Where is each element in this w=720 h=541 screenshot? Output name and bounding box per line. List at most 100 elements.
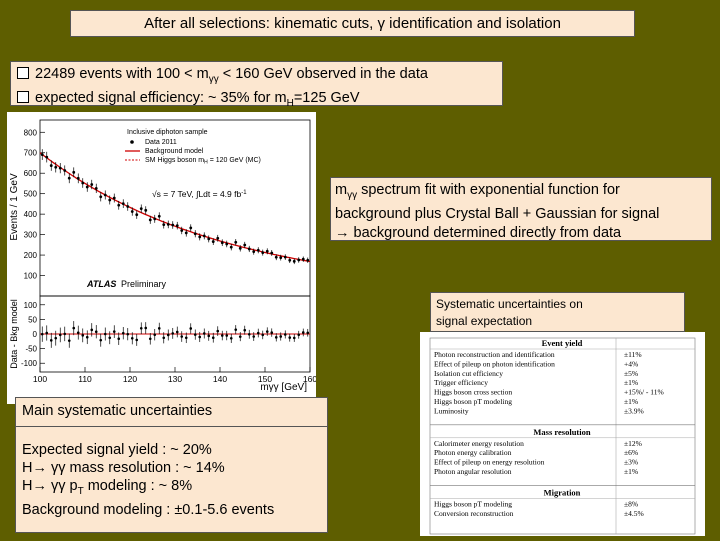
row-value: ±12%	[624, 439, 642, 448]
data-point	[229, 245, 233, 249]
y-tick-label: 500	[24, 190, 38, 199]
row-label: Higgs boson pT modeling	[434, 499, 512, 508]
residual-point	[99, 338, 103, 342]
data-point	[121, 202, 125, 206]
y-tick-label: 50	[28, 315, 37, 324]
fit-description: mγγ spectrum fit with exponential functi…	[330, 177, 712, 241]
residual-point	[90, 328, 94, 332]
residual-point	[202, 332, 206, 335]
background-fit-curve	[39, 152, 311, 263]
y-tick-label: -100	[21, 359, 38, 368]
data-point	[130, 210, 134, 213]
residual-point	[162, 336, 166, 340]
residual-point	[225, 334, 229, 337]
caption-line-1: Systematic uncertainties on	[436, 297, 583, 311]
x-tick-label: 110	[78, 374, 92, 384]
section-header: Event yield	[542, 338, 583, 348]
data-point	[220, 241, 224, 245]
row-label: Photon energy calibration	[434, 448, 512, 457]
residual-point	[189, 327, 193, 330]
bullet-text: 22489 events with 100 < m	[35, 66, 209, 82]
residual-point	[247, 332, 251, 336]
data-point	[117, 203, 121, 207]
residual-point	[279, 335, 283, 338]
residual-point	[45, 331, 49, 335]
data-point	[76, 176, 80, 180]
row-label: Luminosity	[434, 406, 469, 415]
residual-point	[121, 331, 125, 335]
data-point	[139, 207, 143, 210]
data-point	[90, 183, 94, 186]
legend-data: Data 2011	[145, 139, 177, 146]
row-value: ±1%	[624, 467, 638, 476]
y-axis-label-bottom: Data - Bkg model	[9, 299, 19, 369]
data-point	[171, 223, 175, 227]
bullet-text: expected signal efficiency: ~ 35% for m	[35, 89, 287, 106]
y-tick-label: 400	[24, 210, 38, 219]
residual-point	[234, 328, 238, 331]
data-point	[256, 248, 260, 252]
residual-point	[297, 333, 301, 337]
legend-bkg: Background model	[145, 148, 204, 155]
residual-point	[157, 327, 161, 330]
residual-point	[103, 332, 107, 336]
y-tick-label: 800	[24, 128, 38, 137]
data-point	[234, 240, 238, 244]
y-tick-label: 100	[24, 272, 38, 281]
residual-point	[229, 337, 233, 340]
upper-y-ticks: 800 700 600 500 400 300 200 100	[24, 128, 45, 281]
row-label: Photon angular resolution	[434, 467, 512, 476]
residual-point	[288, 336, 292, 339]
data-point	[184, 231, 188, 235]
main-systematics-box: Main systematic uncertainties Expected s…	[15, 397, 328, 533]
divider	[16, 426, 327, 427]
systematics-caption: Systematic uncertainties on signal expec…	[430, 292, 685, 332]
residual-point	[175, 330, 179, 334]
x-tick-label: 150	[258, 374, 272, 384]
row-value: ±11%	[624, 350, 642, 359]
data-point	[306, 258, 310, 262]
bullet-text: =125 GeV	[293, 89, 360, 106]
data-point	[166, 222, 170, 226]
row-value: ±8%	[624, 499, 638, 508]
residual-point	[81, 334, 85, 337]
data-point	[157, 214, 161, 218]
residual-point	[126, 332, 130, 336]
data-points	[40, 149, 310, 265]
residual-point	[198, 335, 202, 339]
syst-mass-resolution: H→ γγ mass resolution : ~ 14%	[22, 460, 225, 476]
row-label: Trigger efficiency	[434, 378, 488, 387]
data-point	[243, 243, 247, 247]
x-ticks: 100 110 120 130 140 150 160	[33, 367, 317, 384]
residual-point	[58, 333, 62, 337]
data-point	[175, 224, 179, 228]
data-point	[274, 255, 278, 259]
data-point	[225, 242, 229, 246]
systematics-table: Event yield Photon reconstruction and ide…	[420, 332, 705, 536]
x-tick-label: 100	[33, 374, 47, 384]
data-point	[193, 232, 197, 236]
data-point	[99, 195, 103, 199]
row-value: +15%/ - 11%	[624, 388, 664, 397]
row-value: ±3.9%	[624, 406, 644, 415]
residual-point	[292, 336, 296, 340]
residual-point	[238, 335, 242, 338]
row-value: ±1%	[624, 397, 638, 406]
data-point	[63, 169, 67, 172]
y-tick-label: 200	[24, 251, 38, 260]
residual-point	[193, 333, 197, 336]
row-value: ±4.5%	[624, 509, 644, 518]
table-frame	[429, 337, 696, 535]
residual-point	[211, 336, 215, 340]
data-point	[270, 251, 274, 255]
data-point	[153, 217, 157, 221]
residual-point	[180, 335, 184, 338]
y-tick-label: 100	[24, 301, 38, 310]
systematics-table-svg: Event yield Photon reconstruction and ide…	[429, 337, 696, 535]
residual-point	[306, 331, 310, 335]
bullet-efficiency: expected signal efficiency: ~ 35% for mH…	[17, 89, 496, 113]
data-point	[126, 205, 130, 208]
data-point	[148, 218, 152, 222]
residual-point	[72, 326, 76, 330]
main-syst-heading: Main systematic uncertainties	[22, 403, 213, 419]
